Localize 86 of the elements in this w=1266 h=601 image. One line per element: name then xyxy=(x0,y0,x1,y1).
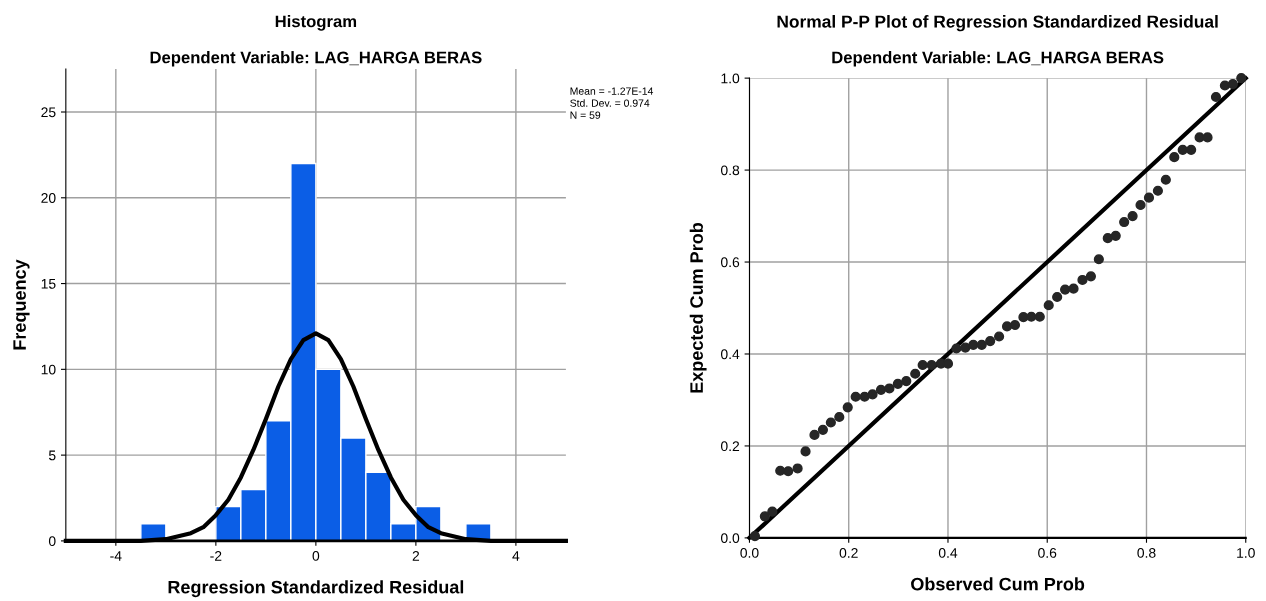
point xyxy=(976,339,987,350)
y-tick-label: 0.2 xyxy=(720,441,740,452)
point xyxy=(1177,144,1188,155)
point xyxy=(901,376,912,387)
x-tick-label: 4 xyxy=(512,551,520,561)
text: N = 59 xyxy=(570,111,601,119)
point xyxy=(817,424,829,435)
point xyxy=(1093,254,1104,265)
point xyxy=(985,336,996,347)
x-tick-label: 1.0 xyxy=(1237,547,1255,558)
chart-subtitle: Dependent Variable: LAG_HARGA BERAS xyxy=(150,51,482,67)
y-axis-title: Frequency xyxy=(13,259,30,350)
x-tick-label: -2 xyxy=(210,550,222,561)
point xyxy=(951,343,962,354)
y-tick-label: 0.4 xyxy=(720,349,740,360)
point xyxy=(867,389,878,400)
x-tick-label: -4 xyxy=(110,551,122,561)
point xyxy=(1034,311,1045,322)
point xyxy=(759,511,770,522)
y-tick-label: 0 xyxy=(48,536,56,547)
x-tick-label: 2 xyxy=(412,550,420,561)
point xyxy=(1143,192,1155,203)
point xyxy=(1085,271,1096,282)
point xyxy=(926,359,937,371)
x-tick-label: 0 xyxy=(312,550,320,561)
point xyxy=(1043,300,1054,311)
point xyxy=(1210,91,1222,103)
point xyxy=(809,429,820,440)
point xyxy=(859,391,870,402)
y-tick-label: 5 xyxy=(48,450,56,461)
y-tick-label: 0.6 xyxy=(720,257,740,268)
y-axis-title: Expected Cum Prob xyxy=(689,222,707,393)
point xyxy=(825,417,836,428)
x-tick-label: 0.0 xyxy=(740,547,759,558)
point xyxy=(749,530,761,542)
point xyxy=(1026,311,1037,322)
point xyxy=(875,384,887,395)
y-tick-label: 25 xyxy=(41,107,56,118)
y-tick-label: 0.8 xyxy=(720,165,740,176)
y-tick-label: 20 xyxy=(41,193,56,203)
point xyxy=(1052,291,1063,303)
point xyxy=(1119,216,1130,228)
y-tick-label: 1.0 xyxy=(721,73,740,84)
point xyxy=(917,359,928,371)
point xyxy=(994,331,1005,342)
text: Std. Dev. = 0.974 xyxy=(570,99,650,107)
point xyxy=(1068,283,1079,294)
point xyxy=(783,466,794,477)
point xyxy=(1227,79,1238,90)
point xyxy=(910,368,921,379)
point xyxy=(1169,152,1180,163)
x-tick-label: 0.4 xyxy=(938,547,958,558)
y-tick-label: 0.0 xyxy=(720,533,740,544)
point xyxy=(1127,210,1138,222)
point xyxy=(842,402,853,413)
point xyxy=(792,463,803,474)
point xyxy=(1009,319,1021,331)
point xyxy=(968,339,979,350)
x-tick-label: 0.2 xyxy=(839,547,858,558)
x-tick-label: 0.6 xyxy=(1038,547,1057,558)
point xyxy=(1152,185,1163,196)
point xyxy=(1236,73,1247,84)
point xyxy=(1135,199,1146,211)
point xyxy=(1077,274,1088,286)
point xyxy=(884,383,895,394)
point xyxy=(834,411,845,423)
point xyxy=(1160,174,1171,185)
y-tick-label: 15 xyxy=(41,279,56,289)
point xyxy=(850,391,861,402)
chart-title: Normal P-P Plot of Regression Standardized Residual xyxy=(777,15,1218,32)
text: Mean = -1.27E-14 xyxy=(570,87,654,95)
point xyxy=(1102,233,1113,244)
y-tick-label: 10 xyxy=(41,364,56,375)
point xyxy=(1060,284,1071,295)
point xyxy=(1186,144,1197,155)
x-axis-title: Observed Cum Prob xyxy=(911,577,1085,591)
x-axis-title: Regression Standardized Residual xyxy=(168,580,464,598)
point xyxy=(892,378,903,389)
x-tick-label: 0.8 xyxy=(1137,547,1156,558)
point xyxy=(800,446,811,457)
point xyxy=(1202,132,1213,143)
point xyxy=(1110,230,1121,241)
point xyxy=(960,342,971,353)
chart-subtitle: Dependent Variable: LAG_HARGA BERAS xyxy=(832,51,1164,67)
chart-title: Histogram xyxy=(275,15,357,31)
point xyxy=(767,506,778,517)
